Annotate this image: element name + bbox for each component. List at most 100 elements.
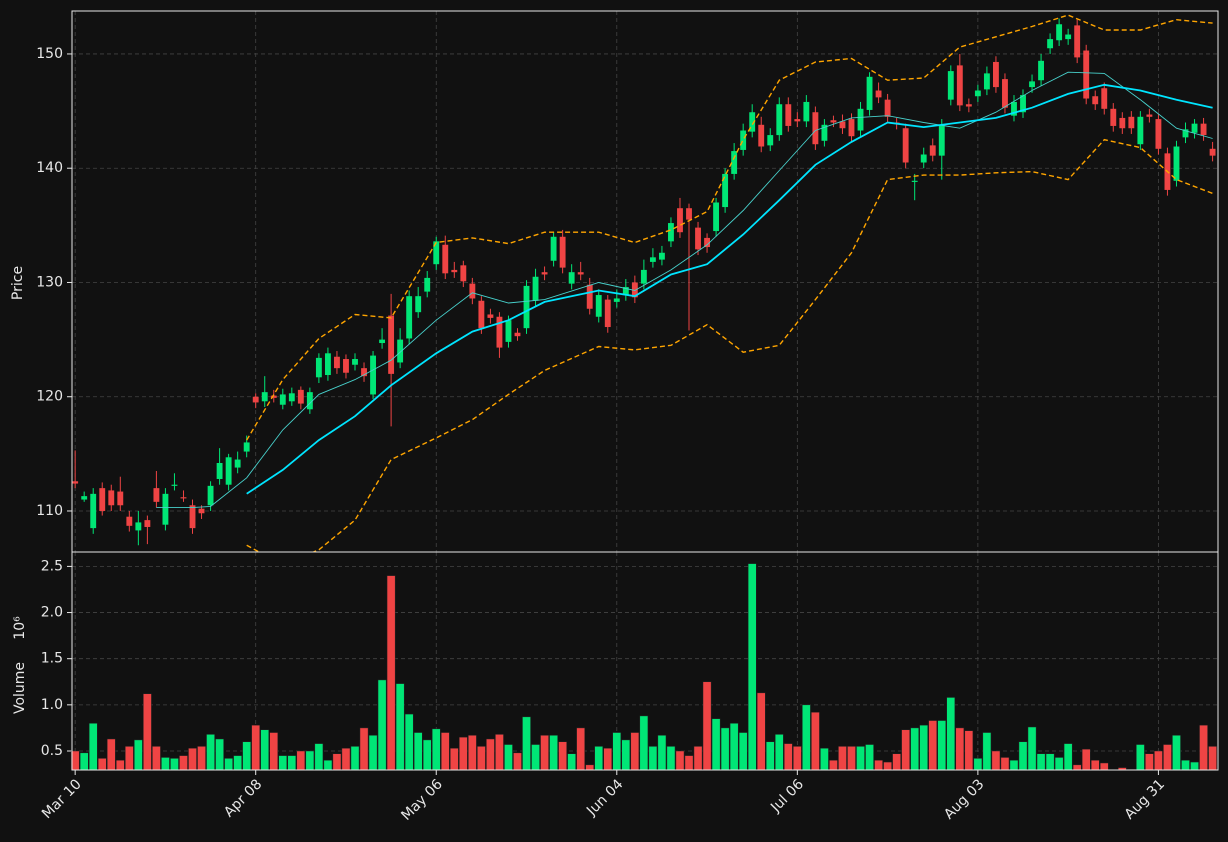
volume-bar xyxy=(197,746,206,771)
volume-bar xyxy=(188,747,197,771)
candle-body xyxy=(352,359,358,365)
candle-body xyxy=(902,128,909,163)
candle-body xyxy=(207,485,214,506)
y-tick-label: 130 xyxy=(36,274,63,290)
candle-body xyxy=(252,396,259,403)
candle-body xyxy=(541,272,548,275)
volume-bar xyxy=(1172,735,1181,771)
y-tick-label: 110 xyxy=(36,503,63,519)
candle-body xyxy=(649,257,656,262)
volume-bar xyxy=(477,746,486,771)
candle-body xyxy=(992,61,999,88)
volume-bar xyxy=(594,746,604,771)
candle-body xyxy=(577,272,584,275)
volume-bar xyxy=(296,750,306,771)
volume-bar xyxy=(377,679,387,771)
candle-body xyxy=(216,462,223,479)
candle-body xyxy=(415,296,422,313)
candle-body xyxy=(722,173,729,208)
volume-bar xyxy=(206,734,215,771)
volume-bar xyxy=(143,693,152,771)
volume-bar xyxy=(774,734,784,771)
candle-body xyxy=(1011,101,1017,116)
candle-body xyxy=(225,457,232,485)
candle-body xyxy=(1119,117,1126,129)
candle-body xyxy=(523,285,530,329)
candle-body xyxy=(361,368,367,377)
volume-bar xyxy=(314,743,324,771)
candle-body xyxy=(496,316,503,348)
volume-bar xyxy=(756,692,766,771)
candle-body xyxy=(1110,108,1117,126)
volume-bar xyxy=(459,736,468,771)
candle-body xyxy=(983,73,990,90)
volume-bar xyxy=(1000,757,1010,771)
y-tick-label: 1.0 xyxy=(41,697,63,713)
volume-bar xyxy=(955,727,965,771)
volume-bar xyxy=(251,724,261,771)
candle-body xyxy=(677,208,683,233)
candle-body xyxy=(198,508,205,514)
candle-body xyxy=(595,295,602,317)
candle-body xyxy=(162,493,169,525)
candle-body xyxy=(839,121,846,129)
volume-bar xyxy=(621,739,631,771)
volume-bar xyxy=(215,738,224,771)
candle-body xyxy=(821,124,828,141)
candle-body xyxy=(622,287,629,296)
candle-body xyxy=(812,112,819,145)
volume-bar xyxy=(576,727,585,771)
candle-body xyxy=(1074,25,1081,58)
volume-bar xyxy=(648,746,658,771)
volume-bar xyxy=(540,735,549,771)
volume-bar xyxy=(1190,761,1199,771)
candle-body xyxy=(974,90,981,97)
volume-bar xyxy=(612,732,622,771)
candle-body xyxy=(532,276,539,301)
volume-bar xyxy=(928,720,938,771)
candle-body xyxy=(1137,116,1144,145)
volume-bar xyxy=(666,746,676,771)
volume-bar xyxy=(504,744,513,771)
volume-bar xyxy=(856,746,865,771)
candle-body xyxy=(469,283,476,299)
volume-bar xyxy=(729,723,739,771)
y-tick-label: 150 xyxy=(36,46,63,62)
volume-bar xyxy=(910,727,919,771)
overlay-lines xyxy=(156,14,1213,552)
volume-bar xyxy=(88,723,98,771)
volume-bar xyxy=(1154,750,1163,771)
volume-bar xyxy=(422,739,432,771)
candle-body xyxy=(1002,79,1008,108)
volume-bar xyxy=(359,727,369,771)
volume-bar xyxy=(603,747,613,771)
candle-body xyxy=(695,227,701,250)
volume-bar xyxy=(630,732,640,771)
candle-body xyxy=(442,244,449,274)
candle-body xyxy=(270,395,277,398)
candle-body xyxy=(1155,119,1162,149)
volume-bar xyxy=(449,747,459,771)
candle-body xyxy=(929,145,936,156)
candle-body xyxy=(180,497,187,499)
volume-bar xyxy=(395,683,405,771)
candle-body xyxy=(153,488,160,502)
candle-body xyxy=(658,252,665,260)
candle-body xyxy=(668,223,674,242)
candle-body xyxy=(911,180,918,182)
volume-bar xyxy=(431,728,441,771)
candle-body xyxy=(640,269,647,284)
candle-body xyxy=(1200,123,1207,136)
candle-body xyxy=(604,299,611,328)
volume-bar xyxy=(287,755,297,771)
volume-bar xyxy=(97,758,107,771)
candle-body xyxy=(108,490,115,506)
y-tick-label: 140 xyxy=(36,160,63,176)
volume-bar xyxy=(233,755,242,771)
volume-bar xyxy=(793,746,802,771)
volume-bar xyxy=(982,732,992,771)
volume-bar xyxy=(585,764,595,771)
candle-body xyxy=(965,104,972,107)
volume-bar xyxy=(1045,753,1055,771)
